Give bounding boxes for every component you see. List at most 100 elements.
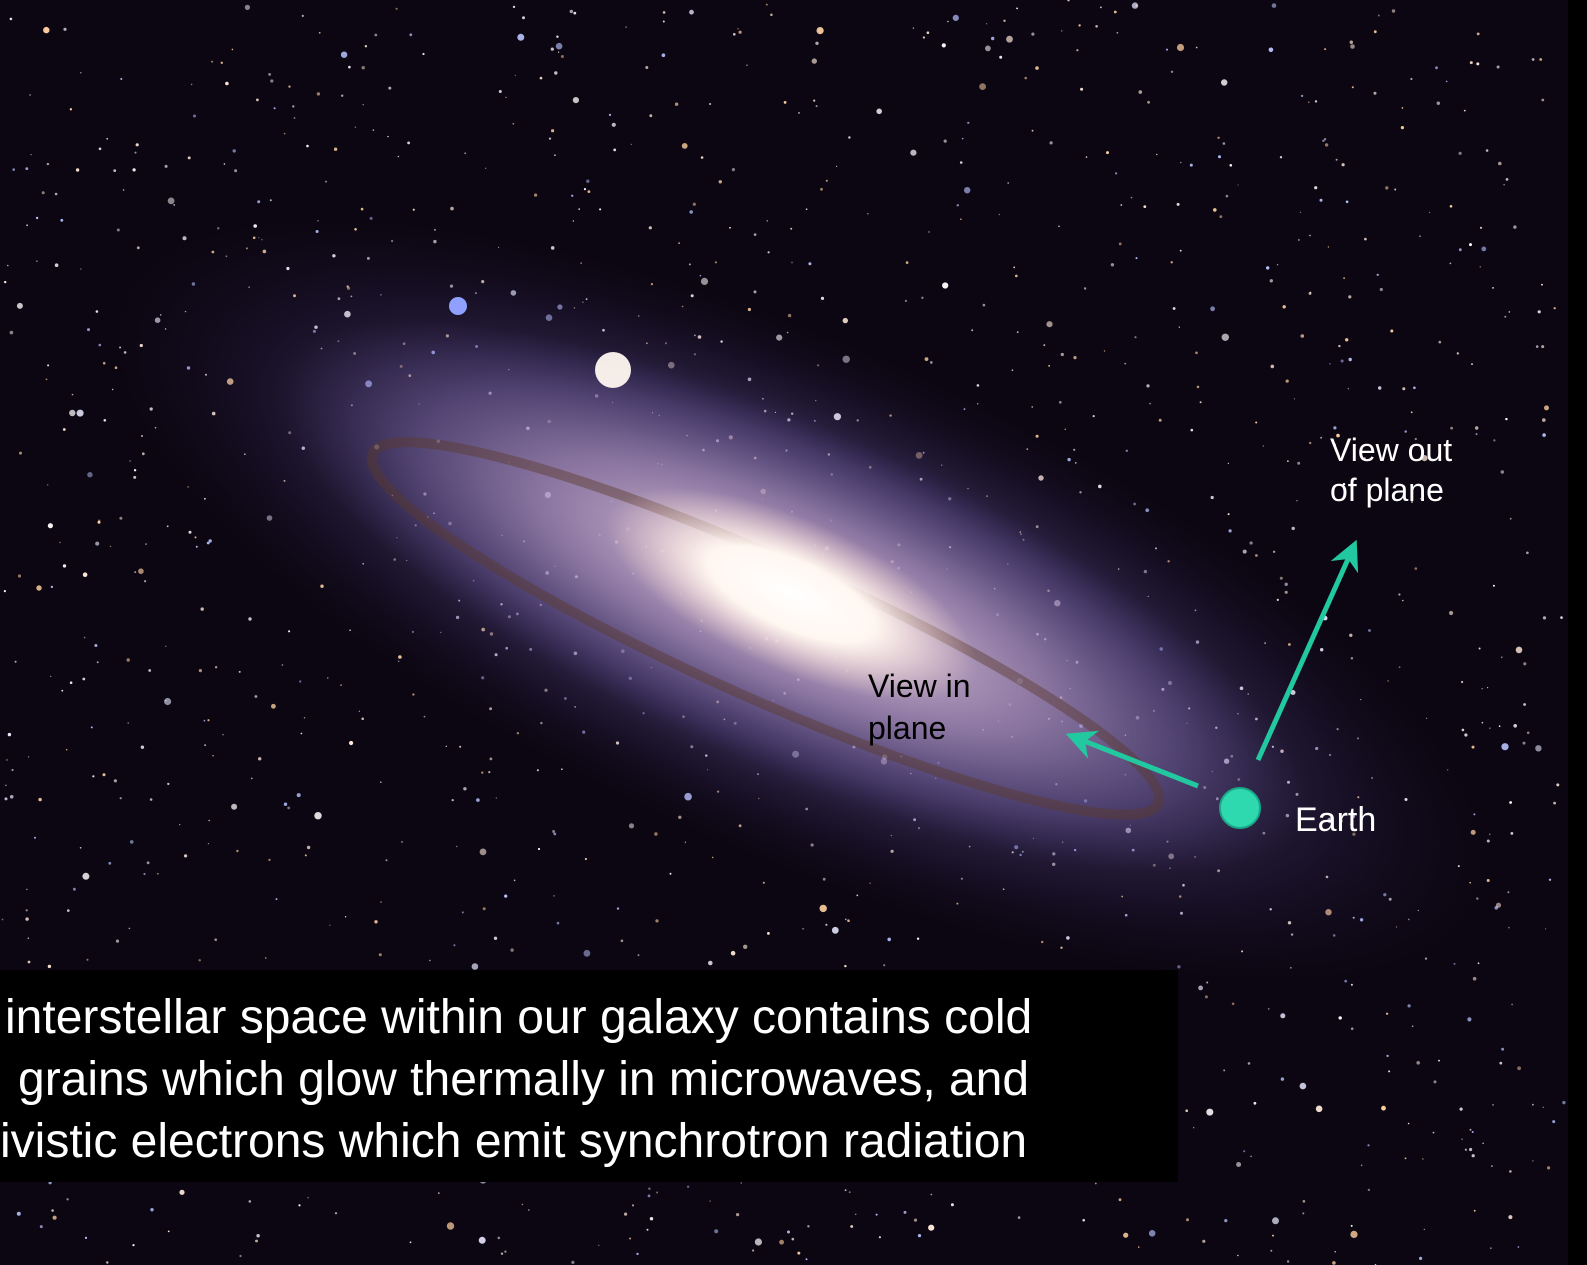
star [1228, 529, 1232, 533]
star [438, 1192, 440, 1194]
star [628, 823, 635, 829]
star [223, 163, 226, 165]
star [1082, 1218, 1085, 1222]
star [1338, 344, 1341, 348]
star [82, 872, 90, 880]
star [214, 938, 217, 941]
star [1510, 832, 1514, 835]
star [136, 246, 140, 250]
star [587, 190, 591, 194]
star [608, 113, 612, 116]
star [256, 1234, 260, 1238]
star [512, 122, 515, 125]
star [306, 144, 309, 148]
star [1143, 205, 1147, 209]
star [1562, 1100, 1566, 1105]
star [476, 798, 480, 802]
star [358, 710, 361, 712]
star [98, 147, 102, 151]
star [194, 536, 197, 539]
star [910, 149, 917, 156]
star [1517, 1246, 1520, 1248]
star [1115, 172, 1118, 175]
galaxy-core [606, 487, 977, 701]
star [737, 28, 739, 30]
star [1046, 321, 1053, 328]
star [1156, 153, 1158, 156]
star [844, 1189, 847, 1192]
star [1314, 100, 1318, 103]
star [976, 384, 980, 387]
star [548, 137, 552, 140]
star [46, 162, 50, 166]
star [206, 541, 210, 545]
star [850, 1225, 854, 1228]
star [1196, 385, 1200, 389]
star [1526, 731, 1530, 735]
star [113, 779, 117, 783]
star [1416, 1061, 1420, 1065]
star [1279, 576, 1283, 580]
star [1285, 379, 1289, 383]
star [179, 1189, 185, 1195]
star [805, 208, 808, 210]
star [689, 210, 693, 214]
star [512, 5, 516, 9]
star [1146, 384, 1150, 388]
star [1199, 401, 1202, 404]
star [1015, 274, 1018, 278]
star [283, 132, 286, 135]
star [537, 847, 541, 851]
star [1535, 745, 1542, 752]
star [34, 836, 36, 839]
star [599, 208, 602, 211]
star [173, 204, 175, 206]
star [134, 151, 137, 154]
star [301, 14, 304, 17]
star [1148, 1230, 1156, 1237]
star [798, 111, 800, 114]
star [802, 927, 804, 930]
star [1221, 79, 1228, 86]
star [26, 224, 28, 227]
star [883, 964, 886, 967]
star [1178, 326, 1180, 328]
star [637, 954, 640, 957]
star [300, 732, 303, 735]
star [1349, 633, 1353, 637]
star [364, 45, 368, 48]
star [1255, 554, 1258, 557]
star [1532, 1103, 1534, 1106]
star [387, 135, 389, 138]
star [129, 460, 131, 462]
star [1210, 306, 1215, 312]
star [767, 251, 770, 254]
star [1302, 1200, 1306, 1203]
star [1471, 363, 1473, 365]
star [688, 263, 691, 266]
star [106, 137, 109, 140]
star [459, 745, 462, 748]
star [539, 76, 543, 80]
star [1485, 149, 1489, 152]
star [1541, 98, 1545, 102]
star [50, 585, 54, 589]
star [1471, 745, 1475, 749]
star [684, 841, 687, 843]
star [1198, 985, 1203, 991]
star [67, 909, 70, 912]
star [7, 732, 12, 737]
star [1501, 743, 1509, 751]
star [1227, 513, 1230, 516]
star [930, 1193, 933, 1196]
star [1309, 441, 1312, 445]
star [1329, 363, 1331, 365]
star [5, 784, 7, 787]
star [80, 268, 82, 270]
star [9, 795, 14, 799]
star [583, 949, 591, 957]
star [1116, 31, 1119, 34]
star [1419, 498, 1422, 500]
star [1495, 902, 1502, 908]
star [1445, 80, 1448, 83]
